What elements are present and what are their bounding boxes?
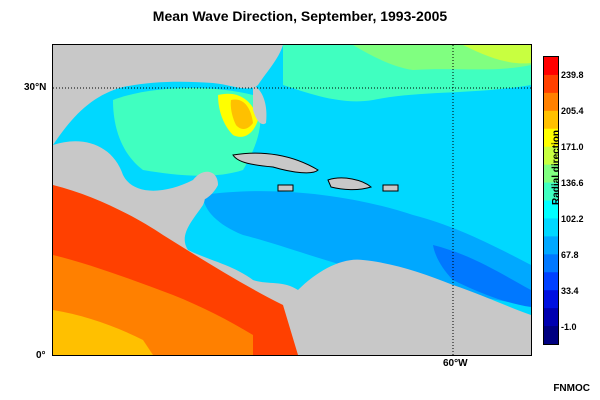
colorbar-band: [544, 272, 558, 291]
south-america: [298, 259, 531, 355]
colorbar-tick: 136.6: [561, 178, 584, 188]
colorbar-band: [544, 92, 558, 112]
map-title: Mean Wave Direction, September, 1993-200…: [152, 8, 448, 24]
colorbar-band: [544, 218, 558, 237]
yucatan: [193, 171, 218, 201]
colorbar-tick: 239.8: [561, 70, 584, 80]
colorbar-band: [544, 57, 558, 76]
lat-label-0: 0°: [36, 350, 46, 361]
gulf-orange-zone: [230, 99, 253, 129]
colorbar-tick: 205.4: [561, 106, 584, 116]
colorbar-band: [544, 128, 558, 148]
colorbar-band: [544, 326, 558, 344]
colorbar-band: [544, 164, 558, 184]
colorbar-tick: 33.4: [561, 286, 579, 296]
hispaniola: [327, 177, 373, 191]
colorbar-tick: 171.0: [561, 142, 584, 152]
colorbar-band: [544, 308, 558, 327]
colorbar-band: [544, 146, 558, 166]
colorbar-band: [544, 110, 558, 130]
atlantic-yellow-green-zone: [463, 45, 531, 64]
puerto-rico: [382, 184, 399, 192]
colorbar-band: [544, 74, 558, 94]
cuba: [232, 152, 319, 174]
lon-label-60w: 60°W: [443, 358, 468, 369]
colorbar-tick: -1.0: [561, 322, 577, 332]
florida: [253, 85, 267, 125]
lat-label-30n: 30°N: [24, 82, 47, 93]
credit-text: FNMOC: [553, 383, 590, 394]
colorbar-band: [544, 290, 558, 309]
colorbar-band: [544, 236, 558, 255]
pacific-yellow-zone: [53, 310, 153, 355]
north-america: [53, 45, 283, 145]
colorbar: [543, 56, 559, 345]
jamaica: [277, 184, 294, 192]
colorbar-band: [544, 254, 558, 273]
caribbean-sea: [203, 191, 531, 305]
colorbar-tick: 102.2: [561, 214, 584, 224]
colorbar-band: [544, 200, 558, 219]
wave-direction-map: [52, 44, 532, 356]
colorbar-tick: 67.8: [561, 250, 579, 260]
colorbar-label: Radial direction: [551, 129, 562, 205]
caribbean-deep-zone: [433, 245, 531, 307]
colorbar-band: [544, 182, 558, 201]
